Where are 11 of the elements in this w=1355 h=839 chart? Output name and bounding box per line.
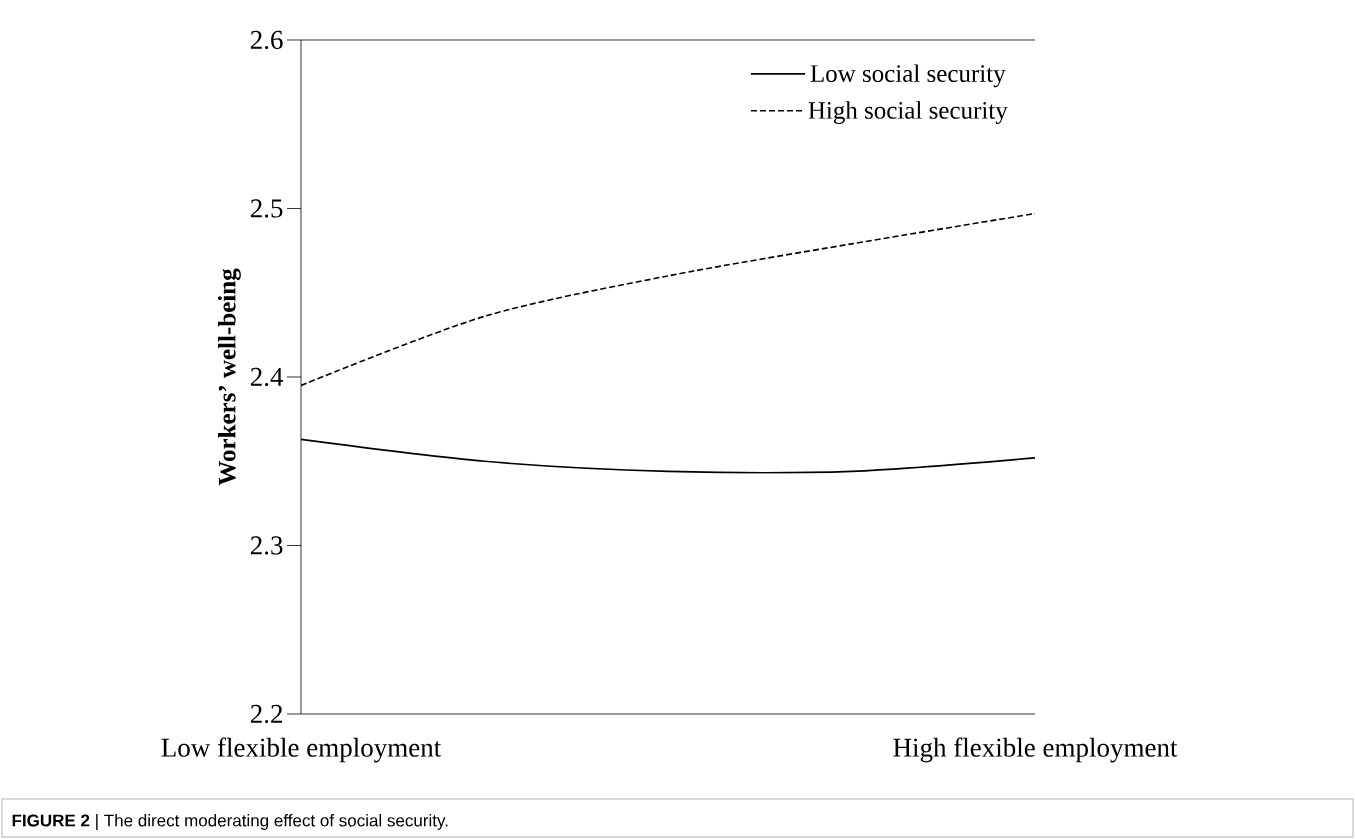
y-tick-label: 2.3	[250, 536, 283, 555]
y-tick-label: 2.2	[250, 704, 282, 724]
y-tick-label: 2.6	[250, 30, 283, 50]
x-tick-label: High flexible employment	[893, 737, 1178, 763]
y-tick-label: 2.5	[250, 199, 283, 218]
y-tick-label: 2.4	[250, 367, 284, 387]
y-axis-title: Workers’ well-being	[217, 268, 241, 486]
legend-label: Low social security	[810, 64, 1006, 88]
legend-label: High social security	[808, 101, 1008, 124]
x-tick-label: Low flexible employment	[161, 737, 442, 763]
text: FIGURE 2 | The direct moderating effect of social security.	[12, 814, 448, 830]
